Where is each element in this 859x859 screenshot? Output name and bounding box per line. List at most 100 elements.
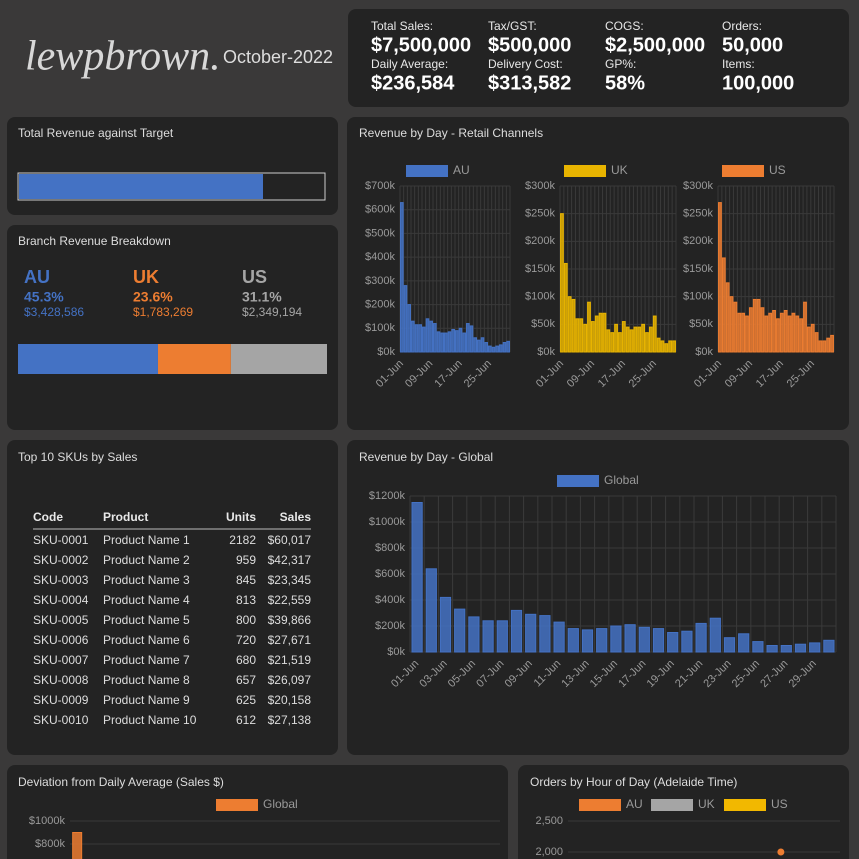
table-cell: SKU-0002 [33,553,89,567]
bar [826,337,831,353]
y-tick-label: $1000k [29,815,66,827]
kpi-value: $313,582 [488,72,571,94]
bar [729,296,734,353]
table-cell: $60,017 [268,533,312,547]
bar [571,298,576,353]
bar [723,637,736,653]
bar [436,331,441,353]
y-tick-label: 2,500 [535,815,563,827]
y-tick-label: $50k [689,318,713,330]
legend-swatch [724,799,766,811]
table-cell: Product Name 7 [103,653,190,667]
bar [462,332,466,353]
bar [745,315,749,353]
kpi-value: $2,500,000 [605,34,705,56]
bar [425,318,430,353]
panel-title: Deviation from Daily Average (Sales $) [18,775,224,789]
bar [473,337,477,353]
table-cell: Product Name 10 [103,713,197,727]
bar [583,323,588,353]
bar [466,323,470,353]
logo: lewpbrown. [25,34,221,80]
bar [495,345,499,353]
panel-title: Top 10 SKUs by Sales [18,450,137,464]
bar [830,334,834,353]
bar [447,331,452,353]
bar [806,326,811,353]
bar [411,502,423,653]
table-cell: 959 [236,553,256,567]
orders-panel [518,765,849,859]
legend-label: UK [698,797,715,811]
bar [455,330,459,353]
y-tick-label: $500k [365,227,395,239]
bar [510,609,523,653]
kpi-value: 58% [605,72,645,94]
bar [725,282,730,353]
branch-segment [230,344,327,374]
table-cell: 2182 [229,533,256,547]
bar [652,628,665,653]
y-tick-label: $300k [525,180,555,192]
table-cell: Product Name 6 [103,633,190,647]
y-tick-label: $800k [375,542,405,554]
legend-swatch [564,165,606,177]
bar [756,298,761,353]
table-cell: Product Name 4 [103,593,190,607]
bar [803,301,807,353]
bar [799,318,804,353]
kpi-label: Total Sales: [371,19,433,33]
bar [418,324,422,353]
bar [822,340,827,353]
bar [560,213,564,353]
bar [645,332,649,353]
bar [606,329,611,353]
bar [764,315,769,353]
bar [809,642,821,653]
bar [787,315,792,353]
bar [823,639,835,653]
y-tick-label: $700k [365,180,395,192]
table-cell: $42,317 [268,553,312,567]
y-tick-label: $100k [525,291,555,303]
branch-segment [157,344,231,374]
bar [610,332,615,353]
bar [656,337,661,353]
bar [496,620,508,653]
column-header: Product [103,510,148,524]
y-tick-label: $200k [683,235,713,247]
kpi-value: $500,000 [488,34,571,56]
y-tick-label: $200k [365,298,395,310]
column-header: Units [226,510,256,524]
bar [454,608,466,653]
branch-share: 45.3% [24,289,64,305]
bar [741,312,746,353]
kpi-value: 50,000 [722,34,783,56]
bar [652,315,657,353]
branch-name: UK [133,267,159,287]
y-tick-label: $600k [375,568,405,580]
bar [539,615,551,653]
legend-label: AU [453,163,470,177]
table-cell: 612 [236,713,256,727]
bar [400,202,404,353]
bar [567,628,579,653]
bar [482,620,494,653]
bar [783,310,788,353]
bar [810,323,815,353]
y-tick-label: $100k [683,291,713,303]
bar [594,315,599,353]
bar [610,625,622,653]
panel-title: Branch Revenue Breakdown [18,234,171,248]
kpi-value: 100,000 [722,72,794,94]
bar [664,343,669,353]
legend-label: US [771,797,788,811]
y-tick-label: $100k [365,322,395,334]
table-cell: $21,519 [268,653,312,667]
bar [567,296,572,353]
sku-panel [7,440,338,755]
bar [795,315,800,353]
y-tick-label: $1000k [369,516,406,528]
bar [638,626,650,653]
bar [766,645,778,653]
